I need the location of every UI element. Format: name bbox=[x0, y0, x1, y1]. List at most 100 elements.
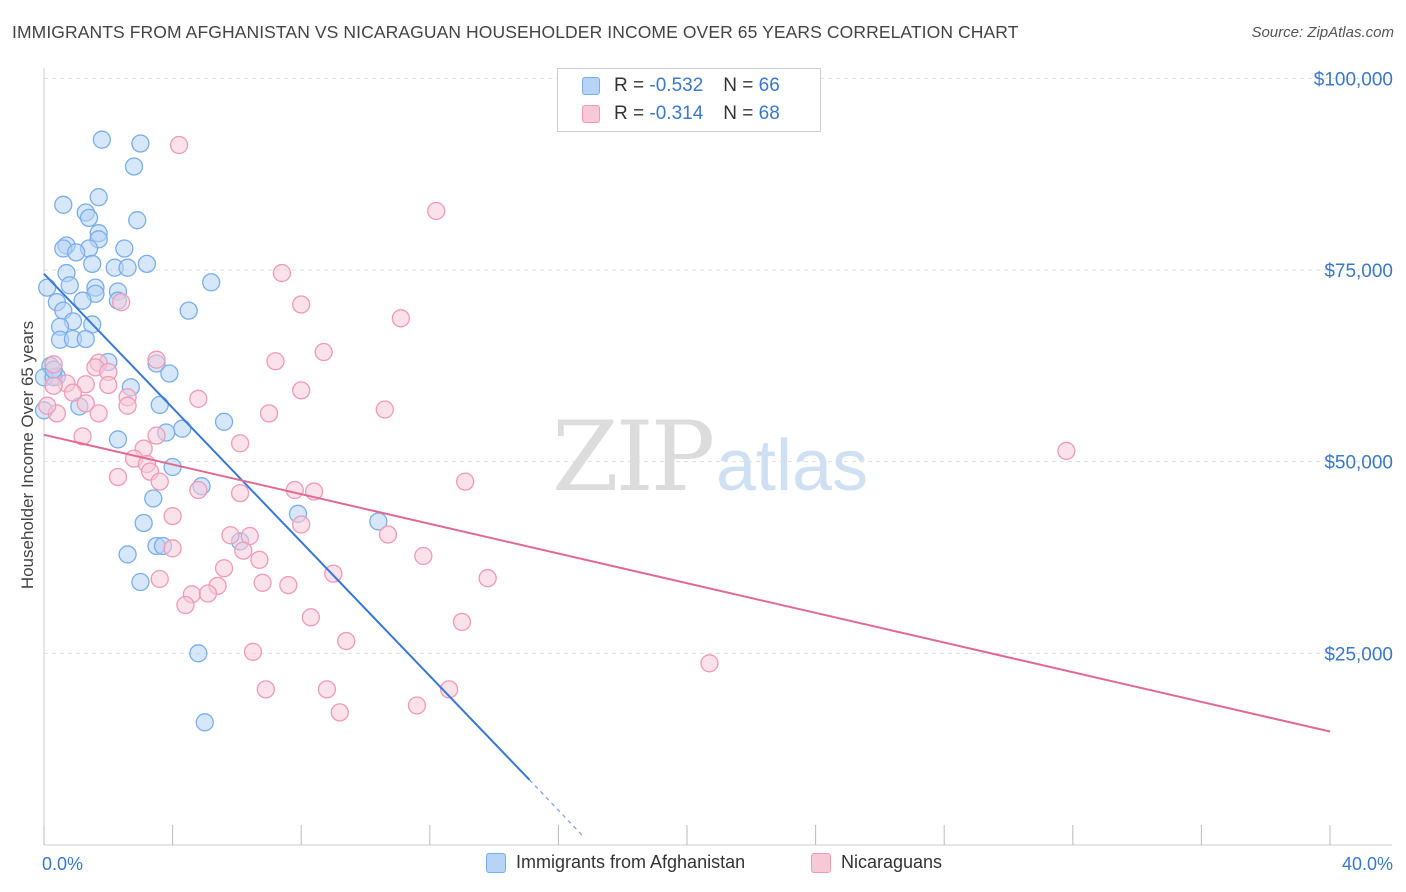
afghanistan-point bbox=[160, 364, 179, 383]
nicaraguan-point bbox=[330, 703, 349, 722]
nicaraguan-point bbox=[108, 467, 128, 487]
afghanistan-point bbox=[131, 572, 150, 592]
nicaraguan-point bbox=[189, 389, 208, 408]
nicaraguan-point bbox=[272, 263, 292, 283]
x-tick-label-right: 40.0% bbox=[1342, 854, 1393, 874]
legend-n-label: N = bbox=[723, 75, 754, 96]
series-legend-label: Immigrants from Afghanistan bbox=[516, 852, 746, 872]
nicaraguan-point bbox=[439, 680, 459, 699]
afghanistan-point bbox=[137, 254, 157, 274]
trend-lines bbox=[43, 273, 1331, 838]
series-legend-afghanistan: Immigrants from Afghanistan bbox=[486, 852, 745, 873]
afghanistan-point bbox=[92, 130, 112, 149]
nicaraguan-point bbox=[221, 526, 240, 545]
nicaraguan-point bbox=[700, 654, 719, 673]
afghanistan-point bbox=[89, 188, 108, 207]
nicaraguan-point bbox=[292, 381, 311, 400]
afghanistan-point bbox=[76, 329, 95, 349]
watermark: ZIP atlas bbox=[552, 401, 868, 513]
watermark-atlas: atlas bbox=[716, 426, 868, 506]
nicaraguan-point bbox=[250, 550, 269, 569]
legend-r-label: R = bbox=[614, 103, 645, 124]
legend-n-label: N = bbox=[723, 103, 754, 124]
nicaraguan-point bbox=[301, 608, 320, 627]
afghanistan-point bbox=[60, 276, 79, 295]
legend-n-value: 66 bbox=[758, 75, 780, 96]
nicaraguan-point bbox=[427, 201, 446, 221]
nicaraguan-point bbox=[44, 355, 63, 374]
nicaraguan-point bbox=[112, 293, 131, 312]
x-tick-label-left: 0.0% bbox=[42, 854, 83, 874]
nicaraguan-point bbox=[375, 400, 394, 419]
nicaraguan-point bbox=[230, 434, 250, 453]
afghanistan-point bbox=[115, 239, 134, 258]
nicaraguan-point bbox=[314, 342, 333, 362]
source-note: Source: ZipAtlas.com bbox=[1251, 24, 1394, 41]
afghanistan-point bbox=[38, 278, 57, 297]
nicaraguan-point bbox=[163, 539, 182, 558]
nicaraguan-point bbox=[230, 483, 250, 503]
afghanistan-point bbox=[54, 195, 73, 214]
afghanistan-point bbox=[128, 211, 147, 230]
y-axis-label: Householder Income Over 65 years bbox=[18, 320, 37, 590]
legend-n-value: 68 bbox=[758, 103, 780, 124]
y-tick-label: $25,000 bbox=[1324, 644, 1393, 665]
legend-row-nicaraguans: R = -0.314 N = 68 bbox=[582, 102, 780, 126]
y-tick-label: $50,000 bbox=[1324, 453, 1393, 474]
afghanistan-point bbox=[118, 545, 137, 564]
legend-swatch-pink bbox=[582, 105, 600, 123]
nicaraguan-point bbox=[324, 564, 343, 583]
correlation-legend: R = -0.532 N = 66 R = -0.314 N = 68 bbox=[557, 68, 821, 132]
data-points bbox=[34, 130, 1076, 732]
nicaraguan-point bbox=[452, 612, 472, 632]
nicaraguan-point bbox=[150, 569, 169, 589]
afghanistan-point bbox=[195, 713, 214, 732]
nicaraguan-point bbox=[169, 135, 189, 155]
legend-swatch-blue bbox=[582, 77, 600, 95]
nicaraguan-trend-line bbox=[43, 433, 1331, 733]
nicaraguan-point bbox=[266, 352, 285, 371]
nicaraguan-point bbox=[234, 541, 253, 560]
gridlines bbox=[44, 77, 1392, 654]
afghanistan-point bbox=[83, 254, 102, 274]
afghanistan-point bbox=[118, 258, 137, 277]
afghanistan-point bbox=[131, 134, 150, 153]
afghanistan-point bbox=[179, 301, 198, 320]
series-legend-nicaraguans: Nicaraguans bbox=[811, 852, 942, 873]
nicaraguan-point bbox=[253, 573, 272, 592]
legend-r-value: -0.532 bbox=[649, 75, 704, 96]
nicaraguan-point bbox=[147, 426, 166, 445]
nicaraguan-point bbox=[317, 680, 337, 699]
nicaraguan-point bbox=[189, 480, 208, 500]
nicaraguan-point bbox=[337, 631, 356, 651]
legend-row-afghanistan: R = -0.532 N = 66 bbox=[582, 74, 780, 98]
watermark-zip: ZIP bbox=[552, 401, 713, 513]
afghanistan-point bbox=[163, 457, 182, 477]
nicaraguan-point bbox=[378, 525, 398, 544]
nicaraguan-point bbox=[214, 559, 234, 578]
nicaraguan-point bbox=[89, 404, 108, 423]
y-tick-label: $75,000 bbox=[1324, 261, 1393, 282]
nicaraguan-point bbox=[44, 376, 63, 395]
afghanistan-point bbox=[108, 430, 128, 449]
afghanistan-point bbox=[134, 513, 153, 533]
nicaraguan-point bbox=[279, 575, 298, 595]
nicaraguan-point bbox=[285, 480, 304, 500]
afghanistan-point bbox=[202, 273, 221, 292]
nicaraguan-point bbox=[292, 295, 311, 314]
nicaraguan-point bbox=[407, 696, 427, 715]
afghanistan-point bbox=[79, 208, 99, 228]
series-swatch-blue bbox=[486, 852, 506, 873]
nicaraguan-point bbox=[198, 584, 218, 603]
afghanistan-point bbox=[73, 291, 92, 310]
afghanistan-point bbox=[144, 489, 163, 508]
afghanistan-trend-extension bbox=[529, 779, 585, 838]
nicaraguan-point bbox=[414, 546, 433, 566]
nicaraguan-point bbox=[256, 680, 275, 699]
afghanistan-point bbox=[214, 412, 234, 431]
axes bbox=[43, 68, 1392, 846]
afghanistan-trend-line bbox=[43, 273, 531, 781]
nicaraguan-point bbox=[176, 595, 195, 615]
nicaraguan-point bbox=[391, 309, 411, 328]
nicaraguan-point bbox=[147, 350, 166, 369]
